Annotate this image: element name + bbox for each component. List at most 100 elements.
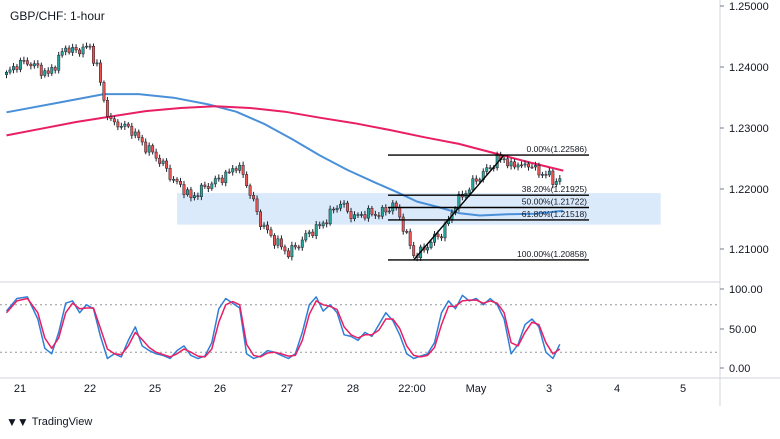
candle-body xyxy=(516,164,520,168)
candle-body xyxy=(213,178,217,185)
candle-body xyxy=(408,231,412,246)
x-tick-label: 3 xyxy=(546,383,552,395)
candle-body xyxy=(231,168,235,173)
candle-body xyxy=(88,45,92,48)
candle-body xyxy=(50,67,54,74)
candle-body xyxy=(161,160,165,164)
x-tick-label: 4 xyxy=(614,383,620,395)
tradingview-branding[interactable]: ▼▼ TradingView xyxy=(6,415,92,429)
candle-body xyxy=(307,231,311,234)
candle-body xyxy=(12,66,15,71)
candle-body xyxy=(224,171,228,183)
candle-body xyxy=(356,214,360,216)
x-tick-label: 28 xyxy=(347,383,359,395)
candle-body xyxy=(206,186,210,189)
candle-body xyxy=(234,168,238,171)
candle-body xyxy=(342,202,346,205)
candle-body xyxy=(43,70,47,76)
candle-body xyxy=(279,238,283,248)
candle-body xyxy=(551,170,555,185)
fib-level-label: 61.80%(1.21518) xyxy=(522,209,587,219)
candle-body xyxy=(67,47,71,53)
candle-body xyxy=(488,167,492,169)
candle-body xyxy=(172,178,175,181)
candle-body xyxy=(346,202,349,212)
candle-body xyxy=(255,198,259,213)
candle-body xyxy=(478,179,482,182)
candle-body xyxy=(540,174,544,176)
candle-body xyxy=(182,184,186,195)
candle-body xyxy=(366,208,370,219)
x-tick-label: May xyxy=(466,383,487,395)
candle-body xyxy=(304,233,308,241)
x-tick-label: 27 xyxy=(281,383,293,395)
candle-body xyxy=(380,207,384,217)
candle-body xyxy=(39,64,43,76)
candle-body xyxy=(46,70,50,74)
candle-body xyxy=(353,214,356,219)
candle-body xyxy=(99,62,102,83)
x-tick-label: 22:00 xyxy=(398,383,426,395)
candle-body xyxy=(509,161,513,167)
candle-body xyxy=(363,214,367,219)
candle-body xyxy=(426,247,430,251)
candle-body xyxy=(558,178,562,182)
candle-body xyxy=(112,118,116,123)
candle-body xyxy=(29,63,33,67)
candle-body xyxy=(25,60,29,65)
candle-body xyxy=(321,222,325,227)
candle-body xyxy=(474,178,478,182)
candle-body xyxy=(8,69,12,73)
candle-body xyxy=(328,208,332,225)
candle-body xyxy=(544,174,548,176)
candle-body xyxy=(266,224,269,231)
candle-body xyxy=(293,245,297,248)
candle-body xyxy=(179,181,182,185)
candle-body xyxy=(513,161,517,168)
candle-body xyxy=(81,46,85,55)
tradingview-logo-icon: ▼▼ xyxy=(6,415,29,429)
candle-body xyxy=(527,163,530,168)
candle-body xyxy=(15,66,19,70)
candle-body xyxy=(196,195,200,197)
chart-title: GBP/CHF: 1-hour xyxy=(10,9,105,23)
candle-body xyxy=(377,215,381,217)
stoch-d-line xyxy=(5,297,561,358)
candle-body xyxy=(123,123,127,127)
candle-body xyxy=(335,207,339,211)
fib-level-label: 50.00%(1.21722) xyxy=(522,197,587,207)
candle-body xyxy=(126,123,130,127)
candle-body xyxy=(349,211,353,219)
candle-body xyxy=(74,47,78,51)
candle-body xyxy=(332,208,336,211)
y-tick-label: 1.25000 xyxy=(729,1,769,13)
candle-body xyxy=(398,207,402,218)
candle-body xyxy=(92,45,95,64)
candle-body xyxy=(71,47,75,53)
candle-body xyxy=(290,245,294,258)
fib-level-label: 100.00%(1.20858) xyxy=(517,249,587,259)
candle-body xyxy=(311,231,315,236)
candle-body xyxy=(314,224,318,236)
candle-body xyxy=(60,51,64,56)
candle-body xyxy=(133,131,137,136)
candle-body xyxy=(245,174,249,186)
candle-body xyxy=(137,131,141,138)
x-tick-label: 5 xyxy=(680,383,686,395)
candle-body xyxy=(151,145,155,153)
candle-body xyxy=(186,189,189,195)
candle-body xyxy=(203,184,207,187)
candle-body xyxy=(227,171,231,174)
stoch-tick-label: 100.00 xyxy=(729,284,763,296)
fib-level-label: 0.00%(1.22586) xyxy=(527,144,588,154)
candle-body xyxy=(64,47,68,52)
candle-body xyxy=(286,250,290,258)
candle-body xyxy=(57,54,61,71)
candle-body xyxy=(18,60,22,70)
candle-body xyxy=(192,195,196,199)
stoch-tick-label: 50.00 xyxy=(729,324,757,336)
candle-body xyxy=(95,62,99,65)
candle-body xyxy=(102,82,106,101)
stoch-k-line xyxy=(5,294,561,360)
